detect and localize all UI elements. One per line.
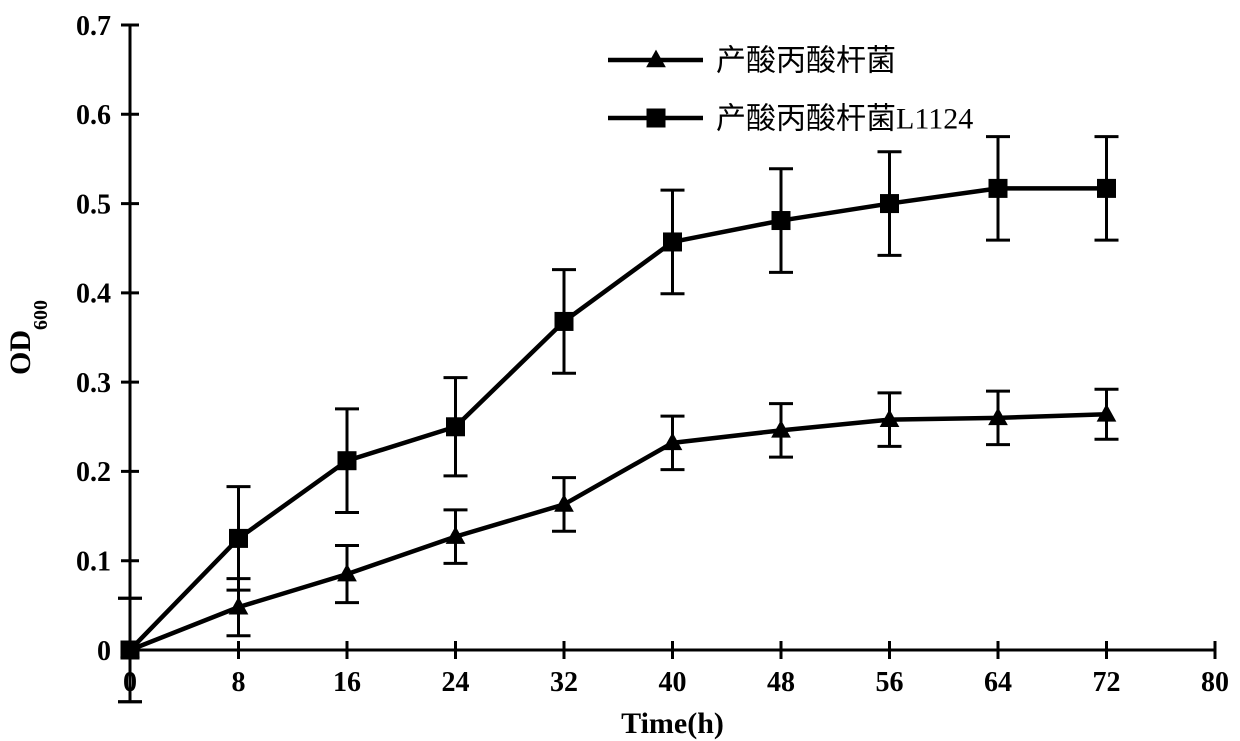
x-tick-label: 32: [550, 667, 578, 698]
growth-curve-chart: 0816243240485664728000.10.20.30.40.50.60…: [0, 0, 1240, 741]
chart-svg: 0816243240485664728000.10.20.30.40.50.60…: [0, 0, 1240, 741]
data-marker: [447, 418, 465, 436]
y-tick-label: 0.4: [76, 279, 111, 310]
data-marker: [881, 195, 899, 213]
y-tick-label: 0.7: [76, 11, 111, 42]
data-marker: [230, 529, 248, 547]
x-tick-label: 8: [232, 667, 246, 698]
y-tick-label: 0.3: [76, 368, 111, 399]
data-marker: [664, 233, 682, 251]
y-tick-label: 0.1: [76, 547, 111, 578]
x-tick-label: 56: [876, 667, 904, 698]
data-marker: [338, 452, 356, 470]
y-tick-label: 0.2: [76, 457, 111, 488]
x-tick-label: 64: [984, 667, 1012, 698]
x-tick-label: 24: [442, 667, 470, 698]
legend-label: 产酸丙酸杆菌L1124: [716, 103, 973, 136]
data-marker: [1098, 179, 1116, 197]
y-tick-label: 0: [97, 636, 111, 667]
x-tick-label: 16: [333, 667, 361, 698]
data-marker: [989, 179, 1007, 197]
data-marker: [121, 641, 139, 659]
data-marker: [772, 212, 790, 230]
y-tick-label: 0.5: [76, 189, 111, 220]
x-tick-label: 80: [1201, 667, 1229, 698]
legend-marker: [647, 109, 665, 127]
x-axis-label: Time(h): [621, 707, 724, 740]
legend-label: 产酸丙酸杆菌: [716, 45, 896, 78]
x-tick-label: 40: [659, 667, 687, 698]
x-tick-label: 72: [1093, 667, 1121, 698]
y-tick-label: 0.6: [76, 100, 111, 131]
data-marker: [555, 312, 573, 330]
x-tick-label: 48: [767, 667, 795, 698]
